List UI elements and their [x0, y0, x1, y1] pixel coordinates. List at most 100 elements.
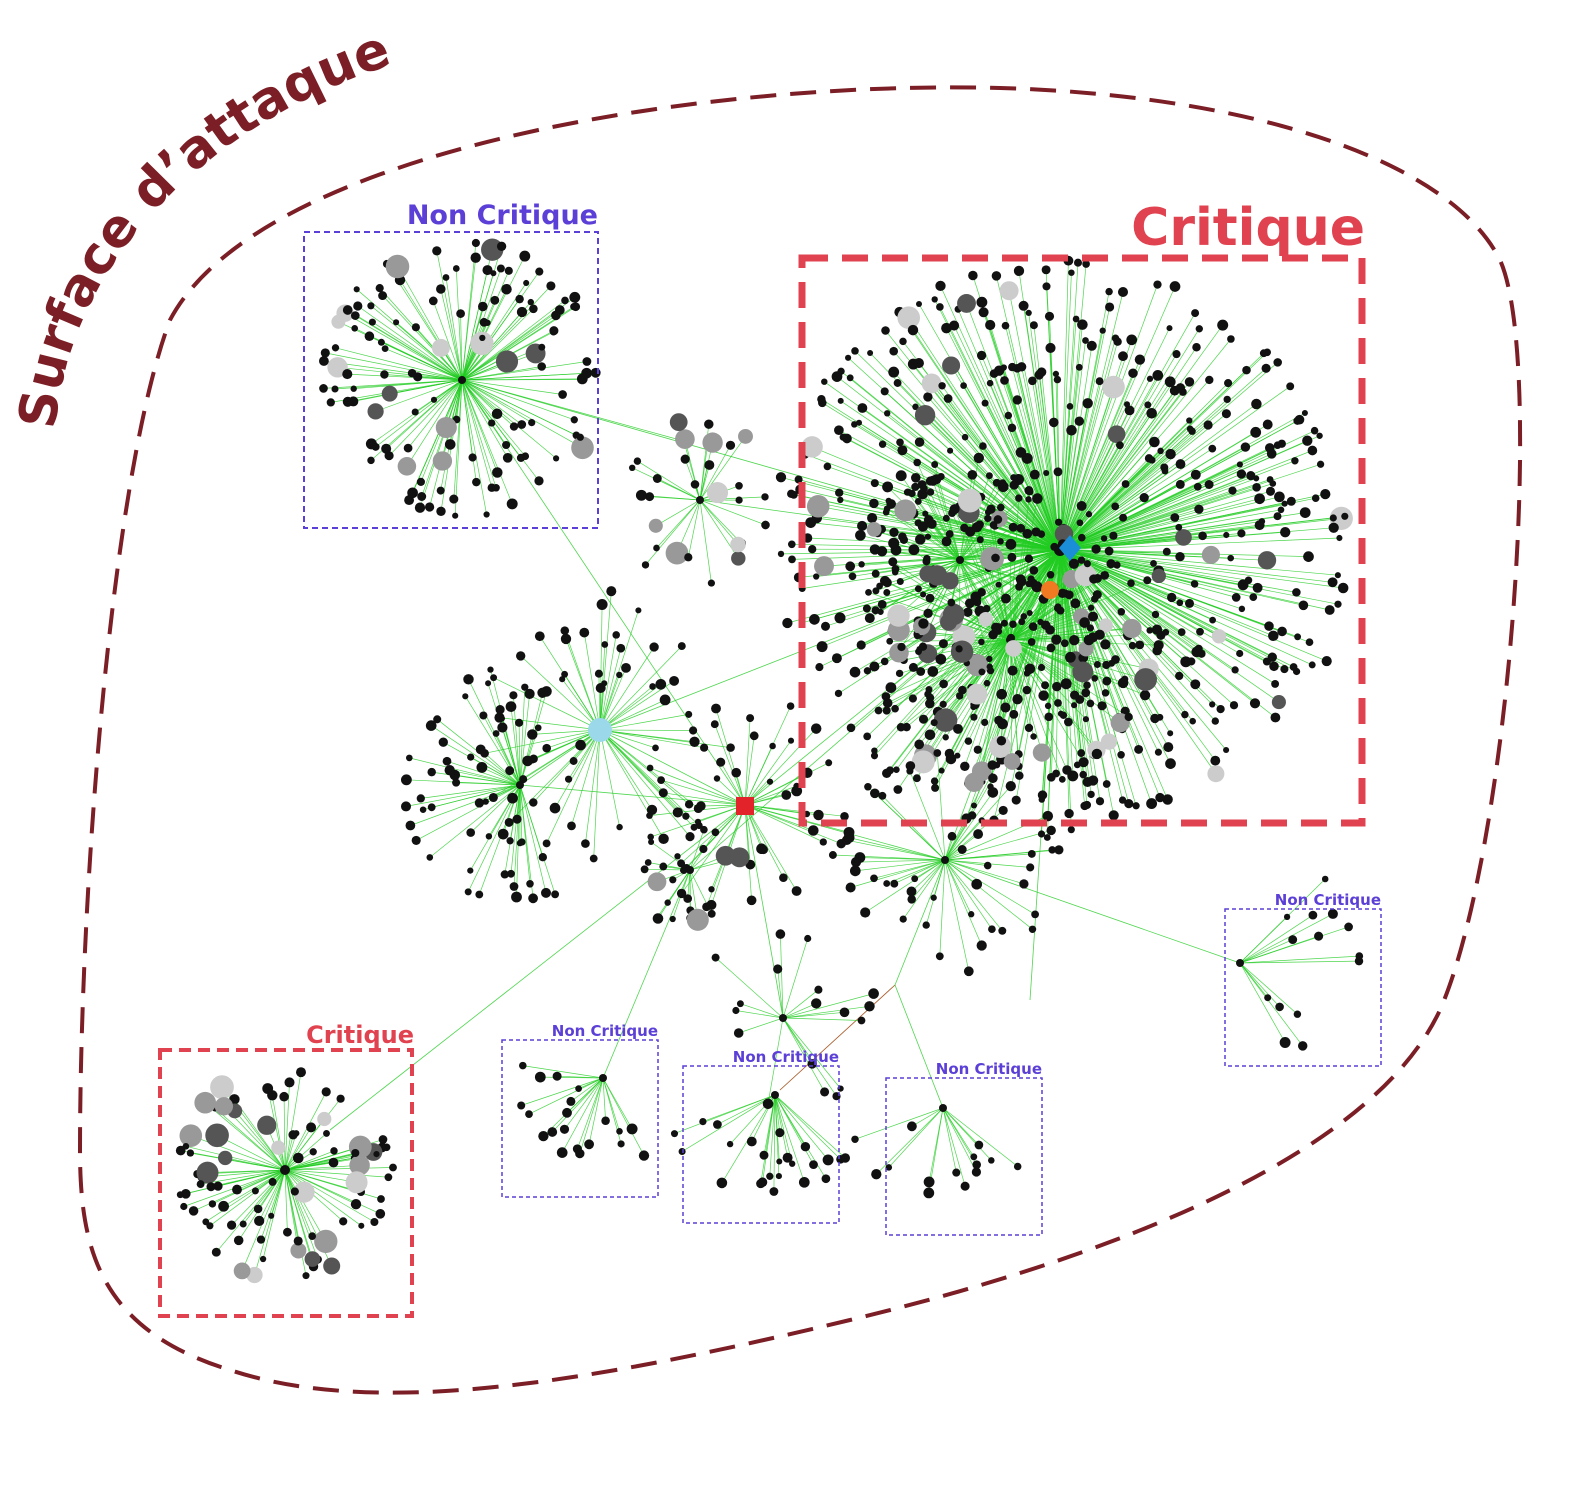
graph-node — [407, 490, 416, 498]
graph-node — [502, 440, 511, 450]
graph-node — [798, 1176, 810, 1188]
graph-node — [1355, 952, 1364, 960]
graph-node — [558, 390, 567, 399]
graph-node — [702, 902, 711, 912]
graph-node — [716, 757, 726, 767]
edge — [1009, 624, 1046, 641]
graph-node — [1093, 661, 1101, 668]
graph-node — [538, 343, 546, 351]
graph-node — [1037, 663, 1046, 672]
edge — [687, 499, 701, 558]
graph-node — [1044, 311, 1055, 321]
graph-node — [1066, 403, 1074, 410]
edge — [583, 632, 601, 731]
edge — [510, 784, 521, 874]
graph-node — [1279, 1037, 1291, 1048]
graph-node — [911, 750, 935, 774]
graph-node — [820, 621, 831, 631]
edge — [632, 467, 701, 501]
graph-node — [644, 859, 652, 866]
graph-node — [982, 604, 991, 613]
edge — [284, 1169, 375, 1223]
graph-node — [257, 1115, 277, 1135]
graph-node — [496, 241, 507, 251]
graph-node — [1054, 518, 1063, 526]
edge — [284, 1072, 302, 1171]
graph-node — [1016, 523, 1026, 533]
graph-node — [896, 577, 904, 586]
graph-node — [985, 472, 993, 480]
graph-node — [1030, 733, 1037, 740]
edge — [382, 295, 463, 381]
edge — [1239, 913, 1334, 964]
graph-node — [1027, 849, 1036, 858]
graph-node — [1311, 494, 1320, 503]
graph-node — [1167, 730, 1174, 737]
edge — [735, 1010, 784, 1019]
graph-node — [849, 666, 861, 678]
edge — [963, 385, 1061, 551]
graph-node — [880, 387, 889, 396]
edge — [284, 1167, 394, 1171]
graph-node — [913, 458, 922, 467]
graph-node — [669, 413, 688, 431]
graph-node — [862, 604, 871, 613]
edge — [1239, 955, 1360, 964]
graph-node — [899, 337, 907, 346]
graph-node — [427, 767, 436, 777]
graph-node — [1210, 755, 1221, 766]
graph-node — [1037, 530, 1046, 538]
graph-node — [638, 1150, 650, 1161]
graph-node — [923, 1176, 935, 1188]
edge — [216, 1134, 286, 1171]
graph-node — [782, 617, 793, 629]
graph-node — [1128, 368, 1138, 378]
graph-node — [914, 437, 925, 447]
edge — [855, 859, 946, 863]
edge — [405, 784, 521, 807]
edge — [461, 379, 522, 425]
graph-node — [1254, 493, 1265, 505]
graph-node — [375, 1208, 386, 1219]
graph-node — [211, 1247, 221, 1257]
graph-node — [351, 1148, 360, 1158]
graph-node — [883, 410, 891, 417]
graph-node — [1191, 309, 1200, 318]
graph-node — [384, 1173, 393, 1182]
graph-node — [891, 568, 899, 576]
graph-node — [1162, 547, 1171, 556]
graph-node — [726, 1140, 734, 1148]
edge — [461, 379, 487, 515]
graph-node — [922, 510, 929, 517]
graph-node — [1068, 558, 1080, 569]
graph-node — [1269, 661, 1279, 672]
graph-node — [205, 1123, 229, 1148]
graph-node — [495, 705, 505, 715]
graph-node — [940, 613, 958, 631]
graph-node — [766, 778, 774, 785]
edge — [850, 859, 946, 888]
graph-node — [930, 894, 937, 901]
edge — [375, 379, 463, 448]
edge — [384, 348, 463, 381]
graph-node — [970, 713, 978, 721]
graph-node — [766, 1172, 774, 1180]
edge — [461, 379, 477, 483]
graph-node — [175, 1145, 186, 1156]
graph-node — [957, 293, 976, 313]
graph-node — [1270, 712, 1281, 723]
edge — [924, 414, 1061, 551]
graph-node — [1163, 742, 1174, 753]
graph-node — [837, 397, 844, 404]
graph-node — [655, 678, 667, 690]
graph-node — [1072, 661, 1094, 683]
graph-node — [775, 1128, 785, 1138]
edge — [782, 938, 809, 1019]
graph-node — [560, 633, 572, 645]
graph-node — [1018, 618, 1026, 626]
graph-node — [330, 1147, 338, 1155]
graph-node — [865, 588, 872, 596]
graph-node — [575, 739, 586, 751]
edge — [953, 325, 1061, 551]
graph-node — [1175, 671, 1184, 681]
